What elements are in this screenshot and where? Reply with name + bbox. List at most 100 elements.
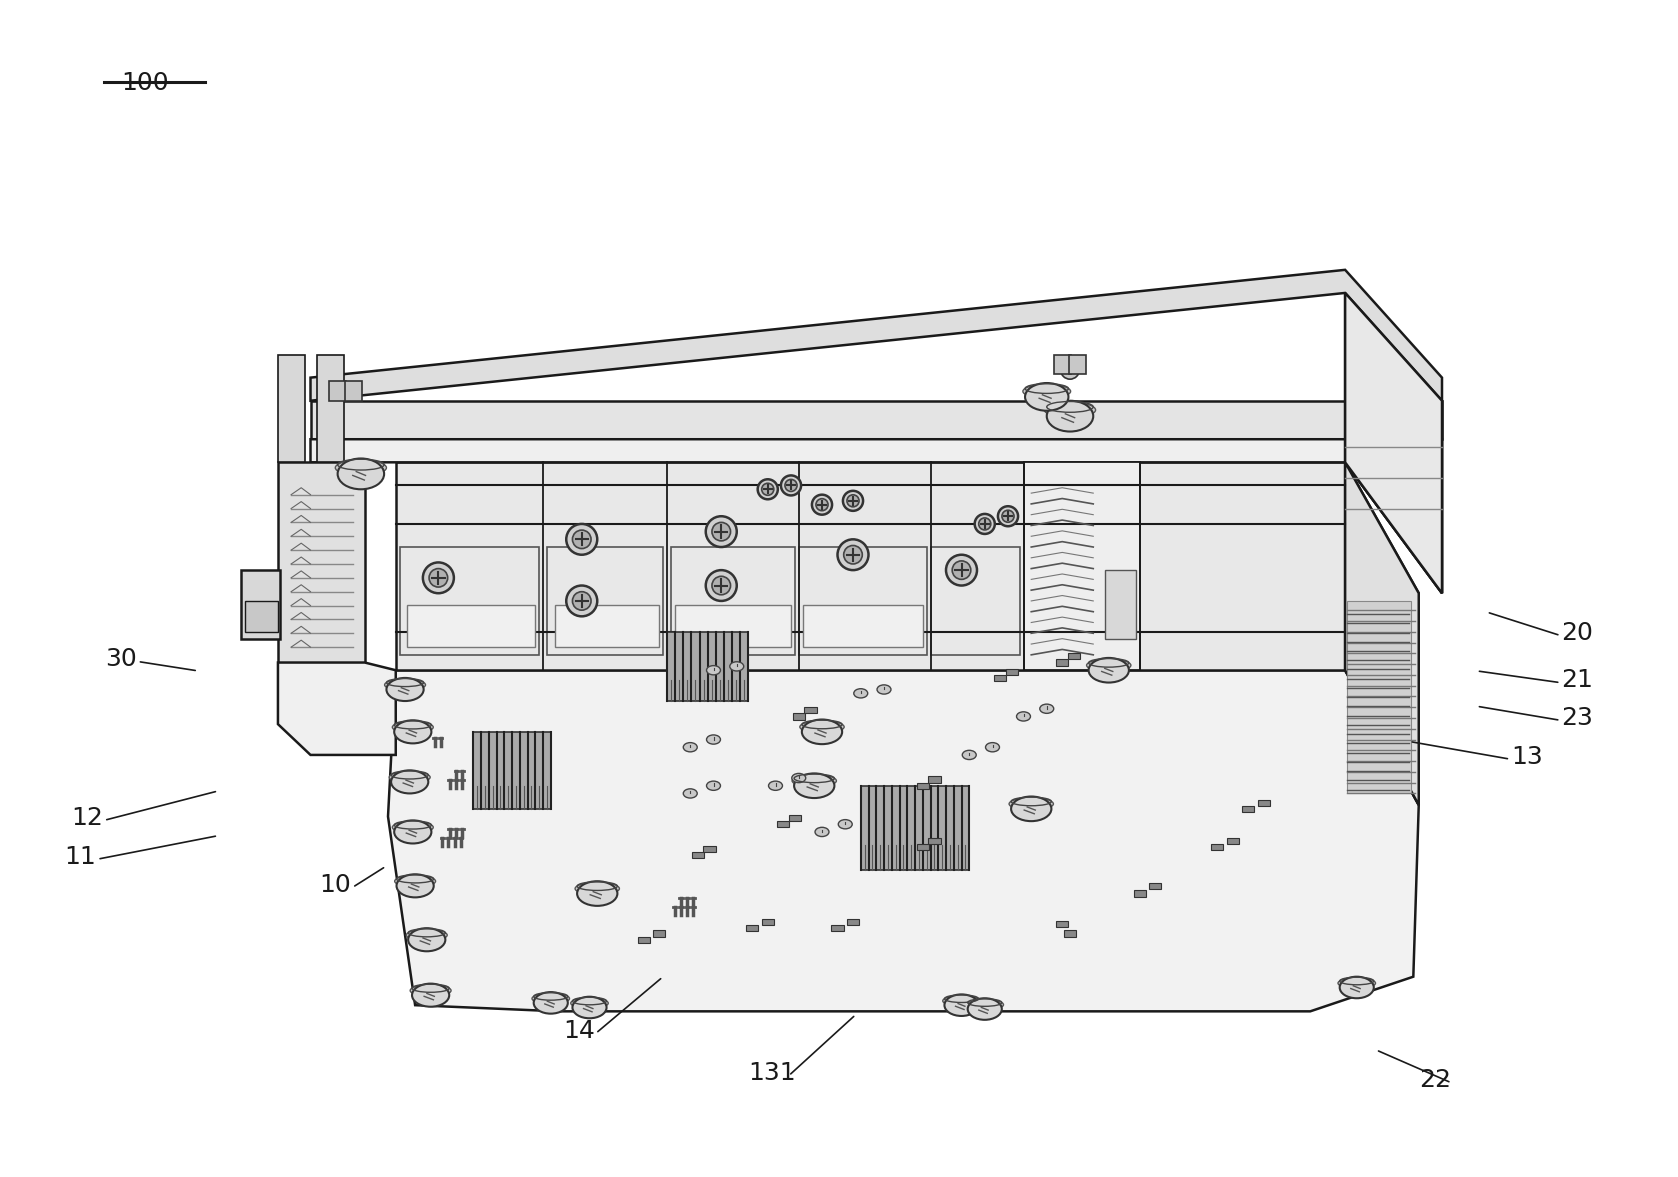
- Ellipse shape: [409, 985, 451, 996]
- Ellipse shape: [384, 679, 426, 691]
- Polygon shape: [1227, 838, 1238, 844]
- Polygon shape: [691, 852, 705, 858]
- Polygon shape: [279, 663, 396, 754]
- Ellipse shape: [769, 782, 782, 790]
- Ellipse shape: [792, 774, 836, 787]
- Circle shape: [816, 499, 827, 511]
- Ellipse shape: [576, 883, 619, 895]
- Ellipse shape: [394, 720, 431, 744]
- Text: 10: 10: [320, 873, 351, 897]
- Ellipse shape: [802, 719, 842, 744]
- Ellipse shape: [577, 882, 618, 906]
- Ellipse shape: [706, 734, 720, 744]
- Polygon shape: [804, 707, 817, 713]
- Polygon shape: [799, 547, 926, 654]
- Ellipse shape: [391, 770, 428, 793]
- Ellipse shape: [945, 995, 978, 1016]
- Ellipse shape: [1339, 977, 1374, 998]
- Circle shape: [844, 545, 862, 564]
- Polygon shape: [703, 846, 717, 852]
- Circle shape: [706, 570, 737, 601]
- Polygon shape: [1212, 844, 1223, 851]
- Polygon shape: [329, 381, 346, 400]
- Circle shape: [423, 563, 453, 593]
- Circle shape: [946, 554, 977, 585]
- Ellipse shape: [1017, 712, 1030, 722]
- Text: 30: 30: [106, 647, 136, 671]
- Circle shape: [565, 524, 597, 554]
- Ellipse shape: [794, 773, 834, 798]
- Ellipse shape: [572, 997, 606, 1018]
- Circle shape: [565, 585, 597, 617]
- Ellipse shape: [1047, 400, 1094, 432]
- Polygon shape: [1064, 931, 1076, 937]
- Ellipse shape: [985, 743, 1000, 752]
- Ellipse shape: [792, 773, 805, 783]
- Polygon shape: [310, 270, 1441, 400]
- Polygon shape: [777, 822, 789, 827]
- Circle shape: [706, 517, 737, 547]
- Circle shape: [837, 539, 869, 570]
- Polygon shape: [344, 381, 362, 400]
- Polygon shape: [1149, 883, 1161, 889]
- Polygon shape: [473, 732, 550, 809]
- Polygon shape: [310, 400, 1441, 439]
- Polygon shape: [1005, 669, 1019, 674]
- Ellipse shape: [1087, 659, 1131, 671]
- Ellipse shape: [336, 460, 386, 476]
- Polygon shape: [408, 605, 535, 647]
- Text: 21: 21: [1562, 669, 1592, 692]
- Ellipse shape: [394, 876, 436, 887]
- Ellipse shape: [571, 998, 607, 1009]
- Polygon shape: [1055, 922, 1069, 927]
- Text: 100: 100: [121, 71, 168, 94]
- Polygon shape: [245, 601, 279, 632]
- Polygon shape: [1104, 570, 1136, 639]
- Ellipse shape: [406, 930, 448, 940]
- Ellipse shape: [337, 459, 384, 490]
- Circle shape: [572, 530, 591, 548]
- Ellipse shape: [1012, 797, 1052, 822]
- Circle shape: [847, 494, 859, 507]
- Ellipse shape: [816, 827, 829, 837]
- Polygon shape: [993, 674, 1007, 681]
- Polygon shape: [762, 919, 774, 925]
- Polygon shape: [675, 605, 790, 647]
- Polygon shape: [1242, 806, 1255, 812]
- Circle shape: [978, 518, 990, 530]
- Circle shape: [1002, 510, 1014, 523]
- Circle shape: [951, 561, 972, 579]
- Ellipse shape: [386, 678, 423, 701]
- Circle shape: [842, 491, 862, 511]
- Polygon shape: [1069, 354, 1086, 374]
- Text: 14: 14: [564, 1019, 594, 1043]
- Ellipse shape: [1025, 383, 1069, 411]
- Ellipse shape: [1337, 978, 1376, 989]
- Polygon shape: [1055, 659, 1069, 666]
- Circle shape: [1060, 360, 1079, 379]
- Polygon shape: [1347, 601, 1411, 793]
- Text: 11: 11: [65, 845, 96, 869]
- Ellipse shape: [1008, 798, 1054, 810]
- Polygon shape: [240, 570, 280, 639]
- Ellipse shape: [1044, 403, 1096, 418]
- Text: 23: 23: [1562, 706, 1592, 730]
- Polygon shape: [861, 786, 970, 871]
- Polygon shape: [802, 605, 923, 647]
- Ellipse shape: [532, 993, 569, 1004]
- Ellipse shape: [968, 998, 1002, 1019]
- Polygon shape: [789, 814, 800, 822]
- Polygon shape: [1346, 293, 1441, 593]
- Circle shape: [780, 476, 800, 496]
- Circle shape: [785, 479, 797, 492]
- Circle shape: [998, 506, 1019, 526]
- Ellipse shape: [389, 771, 430, 783]
- Polygon shape: [1257, 799, 1270, 806]
- Circle shape: [430, 568, 448, 587]
- Ellipse shape: [706, 666, 720, 674]
- Polygon shape: [847, 919, 859, 925]
- Polygon shape: [653, 931, 666, 937]
- Ellipse shape: [683, 743, 698, 752]
- Polygon shape: [638, 937, 649, 943]
- Polygon shape: [396, 463, 1346, 670]
